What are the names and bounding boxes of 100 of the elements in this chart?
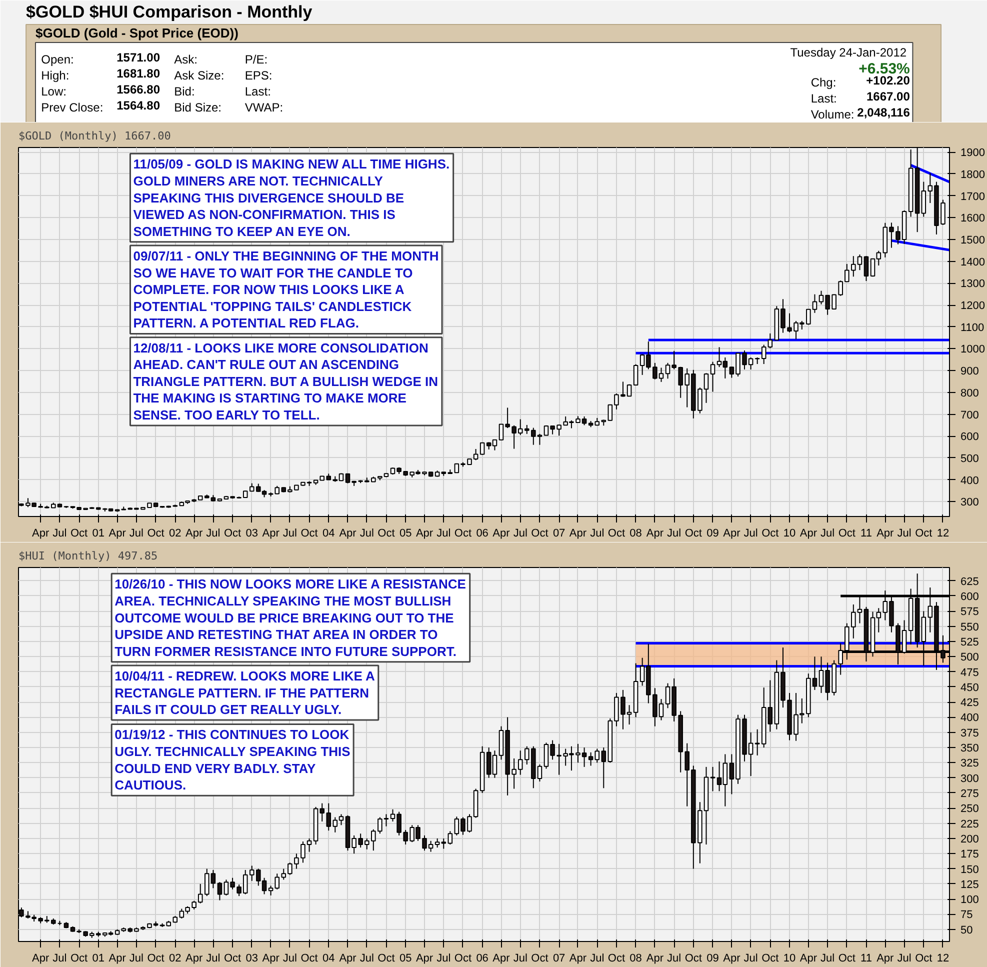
x-tick-label: Oct — [454, 528, 472, 540]
x-tick-label: Apr — [339, 952, 357, 964]
x-tick-label: Jul — [820, 528, 835, 540]
x-tick-label: 02 — [169, 528, 182, 540]
x-tick-label: Oct — [224, 952, 242, 964]
x-tick-label: 01 — [92, 952, 105, 964]
x-tick-label: 09 — [706, 952, 719, 964]
x-tick-label: 03 — [246, 952, 258, 964]
annotation: 12/08/11 - LOOKS LIKE MORE CONSOLIDATION AHEAD. CAN'T RULE OUT AN ASCENDING TRIANGLE PATTERN. BUT A BULLISH WEDGE IN THE MAKING IS STARTING TO MAKE MORE SENSE. TOO EARLY TO TELL. — [133, 340, 438, 423]
y-tick-label: 50 — [960, 924, 973, 936]
text: P/E: — [244, 52, 268, 66]
y-tick-label: 150 — [960, 864, 979, 876]
x-tick-label: Apr — [876, 528, 894, 540]
x-tick-label: Oct — [70, 528, 88, 540]
x-tick-label: Oct — [300, 952, 318, 964]
x-tick-label: Oct — [838, 528, 856, 540]
x-tick-label: 08 — [630, 952, 642, 964]
x-tick-label: 11 — [860, 528, 872, 540]
text: Last: — [244, 84, 271, 98]
x-tick-label: Oct — [378, 528, 395, 540]
x-tick-label: Jul — [897, 952, 912, 964]
y-tick-label: 125 — [960, 878, 979, 891]
x-tick-label: 10 — [783, 952, 796, 964]
text: Chg: — [810, 76, 836, 90]
candlestick — [754, 728, 760, 756]
x-tick-label: Apr — [492, 952, 510, 964]
x-tick-label: Oct — [147, 952, 164, 964]
candlestick — [710, 361, 716, 392]
x-tick-label: 04 — [322, 528, 335, 540]
x-tick-label: Apr — [723, 528, 741, 540]
x-tick-label: 01 — [92, 528, 105, 540]
candlestick — [710, 766, 716, 792]
x-tick-label: Apr — [108, 952, 126, 964]
x-tick-label: Apr — [416, 528, 434, 540]
y-tick-label: 400 — [960, 712, 979, 724]
x-tick-label: Oct — [915, 528, 932, 540]
x-tick-label: Jul — [744, 528, 758, 540]
text: Bid: — [174, 84, 195, 98]
annotation: 01/19/12 - THIS CONTINUES TO LOOK UGLY. TECHNICALLY SPEAKING THIS COULD END VERY BADLY. STAY CAUTIOUS. — [114, 727, 351, 793]
x-tick-label: Apr — [262, 952, 280, 964]
y-tick-label: 600 — [960, 431, 979, 444]
y-tick-label: 475 — [960, 666, 979, 679]
x-tick-label: 12 — [936, 528, 950, 540]
x-tick-label: Oct — [147, 528, 164, 540]
x-tick-label: Jul — [52, 528, 67, 540]
x-tick-label: Apr — [339, 528, 357, 540]
x-tick-label: Jul — [52, 952, 67, 964]
x-tick-label: Apr — [800, 528, 818, 540]
x-tick-label: Jul — [667, 952, 682, 964]
x-tick-label: 11 — [860, 952, 872, 964]
x-tick-label: Apr — [569, 952, 587, 964]
y-tick-label: 375 — [960, 727, 979, 740]
y-tick-label: 75 — [960, 909, 973, 922]
x-tick-label: Oct — [70, 952, 88, 964]
x-tick-label: Jul — [360, 952, 374, 964]
text: Tuesday 24-Jan-2012 — [790, 46, 907, 60]
text: 1667.00 — [866, 90, 910, 104]
annotation: 09/07/11 - ONLY THE BEGINNING OF THE MONTH SO WE HAVE TO WAIT FOR THE CANDLE TO COMPLETE. FOR NOW THIS LOOKS LIKE A POTENTIAL 'TOPPING TAILS' CANDLESTICK PATTERN. A POTENTIAL RED FLAG. — [133, 248, 439, 331]
y-tick-label: 425 — [960, 697, 979, 710]
annotation: 10/26/10 - THIS NOW LOOKS MORE LIKE A RESISTANCE AREA. TECHNICALLY SPEAKING THE MOST BULLISH OUTCOME WOULD BE PRICE BREAKING OUT TO THE UPSIDE AND RETESTING THAT AREA IN ORDER TO TURN FORMER RESISTANCE INTO FUTURE SUPPORT. — [114, 576, 466, 659]
chart-title: $GOLD (Monthly) 1667.00 — [18, 130, 171, 142]
x-tick-label: Jul — [820, 952, 835, 964]
y-tick-label: 1300 — [960, 278, 985, 290]
x-tick-label: 05 — [399, 528, 412, 540]
x-tick-label: Jul — [744, 952, 758, 964]
x-tick-label: Oct — [915, 952, 932, 964]
text: Bid Size: — [174, 100, 222, 114]
text: 1681.80 — [116, 66, 160, 80]
x-tick-label: Jul — [129, 952, 144, 964]
y-tick-label: 1900 — [960, 147, 985, 160]
y-tick-label: 325 — [960, 758, 979, 770]
y-tick-label: 600 — [960, 590, 979, 603]
x-tick-label: Apr — [416, 952, 434, 964]
y-tick-label: 225 — [960, 818, 979, 830]
x-tick-label: Jul — [513, 952, 528, 964]
x-tick-label: 09 — [706, 528, 719, 540]
x-tick-label: Oct — [300, 528, 318, 540]
y-tick-label: 450 — [960, 682, 979, 694]
y-tick-label: 250 — [960, 803, 979, 816]
y-tick-label: 525 — [960, 636, 979, 648]
y-tick-label: 1200 — [960, 300, 985, 312]
y-tick-label: 800 — [960, 387, 979, 400]
text: EPS: — [244, 68, 272, 82]
x-tick-label: 06 — [476, 528, 488, 540]
text: $GOLD $HUI Comparison - Monthly — [26, 2, 313, 22]
y-tick-label: 100 — [960, 894, 979, 906]
x-tick-label: Oct — [378, 952, 395, 964]
y-tick-label: 500 — [960, 452, 979, 465]
x-tick-label: Oct — [684, 952, 702, 964]
y-tick-label: 575 — [960, 606, 979, 618]
x-tick-label: Oct — [762, 952, 779, 964]
x-tick-label: Apr — [32, 952, 50, 964]
x-tick-label: Jul — [513, 528, 528, 540]
x-tick-label: Jul — [206, 952, 220, 964]
text: Prev Close: — [41, 100, 104, 114]
x-tick-label: 05 — [399, 952, 412, 964]
x-tick-label: Jul — [667, 528, 682, 540]
y-tick-label: 400 — [960, 474, 979, 487]
x-tick-label: 02 — [169, 952, 182, 964]
y-tick-label: 900 — [960, 366, 979, 378]
